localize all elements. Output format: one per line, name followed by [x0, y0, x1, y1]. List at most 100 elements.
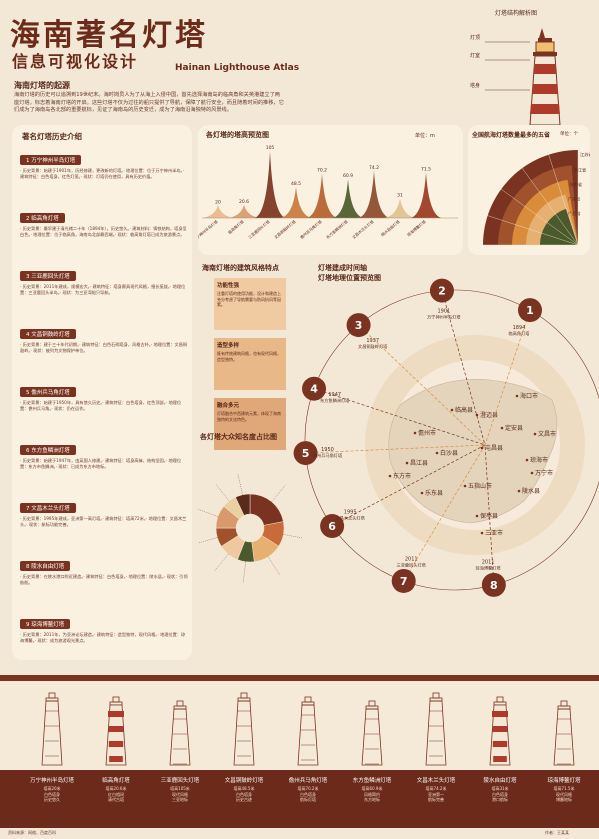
- history-item: 7 文昌木兰头灯塔 · 历史背景：1995年建成，亚洲第一高灯塔。· 建筑特征：塔…: [20, 495, 188, 528]
- style-box-head: 功能性强: [217, 283, 240, 289]
- bottom-lighthouse-desc: 塔高105米 现代风格 三亚地标: [170, 786, 190, 802]
- timeline-lighthouse-name: 万宁神州半岛灯塔: [427, 313, 461, 320]
- city-label: 海口市: [520, 392, 538, 400]
- height-chart: 20 万宁神州半岛灯塔 20.6 临高角灯塔 105 三亚鹿回头灯塔 48.5 文昌铜鼓岭灯塔…: [198, 145, 458, 242]
- city-label: 保亭县: [480, 512, 498, 520]
- height-chart-panel: [198, 125, 463, 255]
- fame-leader-line: [198, 509, 219, 517]
- timeline-marker-number: 5: [302, 447, 310, 460]
- history-item-text: · 历史背景：建于三十年代初期。· 建筑特征：白色石砌塔身，风格古朴。· 地理位…: [20, 342, 188, 353]
- province-label: 浙江省: [574, 166, 587, 173]
- height-peak: [358, 170, 390, 218]
- timeline-marker-number: 6: [328, 520, 336, 533]
- map-title: 灯塔地理位置预览图: [318, 274, 381, 282]
- city-label: 三亚市: [485, 529, 503, 537]
- height-value-label: 31: [397, 192, 403, 198]
- bottom-lighthouse-name: 琼海博鳌灯塔: [547, 778, 581, 784]
- height-peak: [332, 179, 364, 218]
- hainan-island-map: [388, 379, 558, 524]
- bottom-lighthouse-desc: 塔高60.9米 风格简约 东方地标: [361, 786, 383, 802]
- city-label: 文昌市: [538, 430, 556, 438]
- anatomy-label-top: 灯顶: [470, 35, 481, 41]
- fame-slice: [235, 493, 251, 516]
- timeline-marker-number: 3: [355, 319, 363, 332]
- history-item-text: · 历史背景：最早建于清光绪二十年（1894年），历史悠久。· 建筑材料：铸铁结…: [20, 226, 187, 237]
- timeline-marker-number: 8: [490, 579, 498, 592]
- style-box-head: 造型多样: [217, 343, 240, 349]
- history-item-tag: 6 东方鱼鳞洲灯塔: [20, 445, 76, 455]
- height-chart-unit: 单位：m: [415, 133, 435, 139]
- lighthouse-drawing: [489, 696, 511, 766]
- timeline-year: 1995: [344, 509, 357, 515]
- bottom-lighthouse-name: 东方鱼鳞洲灯塔: [352, 778, 392, 784]
- intro-text: 海南灯塔的历史可以追溯到19世纪末。海时岗员人为了从海上入侵中国，首先选择海南岛…: [14, 92, 284, 113]
- fame-slice: [249, 493, 284, 526]
- province-grid-line: [520, 165, 579, 246]
- history-item-text: · 历史背景：始建于1950年，具有悠久历史。· 建筑特征：白色塔身，红色顶部。…: [20, 400, 182, 411]
- fame-leader-line: [214, 554, 229, 572]
- bottom-lighthouse-name: 文昌铜鼓岭灯塔: [224, 778, 264, 784]
- style-title: 海南灯塔的建筑风格特点: [202, 264, 279, 272]
- city-label: 临高县: [455, 406, 473, 414]
- footer-source: 资料来源：网络、百度百科: [8, 830, 56, 835]
- history-item-tag: 7 文昌木兰头灯塔: [20, 503, 76, 513]
- timeline-lighthouse-name: 文昌木兰头灯塔: [335, 514, 365, 521]
- history-item-tag: 1 万宁神州半岛灯塔: [20, 155, 82, 165]
- timeline-connector: [441, 290, 486, 446]
- bottom-lighthouse-desc: 塔高20米 白色塔身 历史悠久: [43, 786, 61, 802]
- province-chart: 江苏省浙江省海南省广东省广西省: [480, 147, 590, 246]
- city-label: 儋州市: [418, 429, 436, 437]
- height-category-label: 万宁神州半岛灯塔: [198, 219, 219, 242]
- history-item-tag: 9 琼海博鳌灯塔: [20, 619, 71, 629]
- style-box-text: 灯塔融合中西建筑元素，体现了海南独特的文化特色。: [217, 411, 281, 422]
- bottom-lighthouse-name: 儋州兵马角灯塔: [288, 778, 328, 784]
- bottom-lighthouse-desc: 塔高74.2米 亚洲第一 航标完善: [425, 786, 447, 802]
- timeline-marker: [293, 441, 318, 466]
- city-label: 陵水县: [522, 487, 540, 495]
- height-category-label: 儋州兵马角灯塔: [299, 219, 323, 240]
- history-item: 8 陵水自由灯塔 · 历史背景：在陵水港口附近建造。· 建筑特征：白色塔身。· 地…: [20, 553, 188, 586]
- city-dot: [517, 489, 521, 493]
- bottom-lighthouse-name: 临高角灯塔: [102, 778, 130, 784]
- height-peak: [280, 187, 312, 218]
- history-item: 4 文昌铜鼓岭灯塔 · 历史背景：建于三十年代初期。· 建筑特征：白色石砌塔身，风…: [20, 321, 188, 354]
- timeline-lighthouse-name: 东方鱼鳞洲灯塔: [320, 397, 350, 404]
- city-label: 东方市: [393, 472, 411, 480]
- page-title: 海南著名灯塔: [10, 18, 208, 53]
- height-chart-title: 各灯塔的塔高预览图: [206, 131, 269, 139]
- timeline-connector: [484, 444, 495, 585]
- height-category-label: 琼海博鳌灯塔: [406, 219, 427, 238]
- anatomy-label-body: 塔身: [470, 83, 481, 89]
- height-peak: [384, 198, 416, 218]
- timeline-marker-number: 1: [526, 304, 534, 317]
- height-value-label: 60.9: [343, 173, 353, 179]
- province-grid-line: [498, 187, 579, 246]
- style-box-text: 注重灯塔的使用功能，设计和建造上充分考虑了导航需要与防风抗风等因素。: [217, 291, 281, 307]
- history-item-text: · 历史背景：2011年建成，规模宏大。· 建筑特征：塔身颇具现代风格，细长挺拔…: [20, 284, 186, 295]
- province-label: 海南省: [569, 181, 582, 188]
- city-dot: [480, 446, 484, 450]
- timeline-marker: [429, 278, 454, 303]
- english-title: Hainan Lighthouse Atlas: [175, 63, 300, 73]
- history-item: 5 儋州兵马角灯塔 · 历史背景：始建于1950年，具有悠久历史。· 建筑特征：白…: [20, 379, 188, 412]
- height-value-label: 20: [215, 199, 221, 205]
- history-item: 6 东方鱼鳞洲灯塔 · 历史背景：始建于1947年，由英国人修建。· 建筑特征：塔…: [20, 437, 188, 470]
- history-item-tag: 2 临高角灯塔: [20, 213, 65, 223]
- style-box: 融合多元 灯塔融合中西建筑元素，体现了海南独特的文化特色。: [214, 398, 286, 450]
- lighthouse-drawing: [425, 692, 447, 766]
- lighthouse-drawing: [169, 700, 191, 766]
- height-category-label: 临高角灯塔: [227, 219, 245, 235]
- bottom-lighthouse-name: 陵水自由灯塔: [483, 778, 517, 784]
- bottom-lighthouse-name: 文昌木兰头灯塔: [416, 778, 456, 784]
- history-item-text: · 历史背景：始建于1901年，历经修建，更改新的灯塔。· 地理位置：位于万宁神…: [20, 168, 184, 179]
- height-category-label: 三亚鹿回头灯塔: [247, 219, 271, 240]
- lighthouse-anatomy-illustration: [485, 28, 561, 126]
- style-box: 造型多样 既有传统建筑风格，也有现代风格，造型独特。: [214, 338, 286, 390]
- city-dot: [475, 514, 479, 518]
- history-item: 3 三亚鹿回头灯塔 · 历史背景：2011年建成，规模宏大。· 建筑特征：塔身颇具…: [20, 263, 188, 296]
- history-item-tag: 5 儋州兵马角灯塔: [20, 387, 76, 397]
- anatomy-title: 灯塔结构解析图: [495, 10, 538, 17]
- height-category-label: 文昌木兰头灯塔: [351, 219, 375, 240]
- timeline-year: 1901: [437, 308, 450, 314]
